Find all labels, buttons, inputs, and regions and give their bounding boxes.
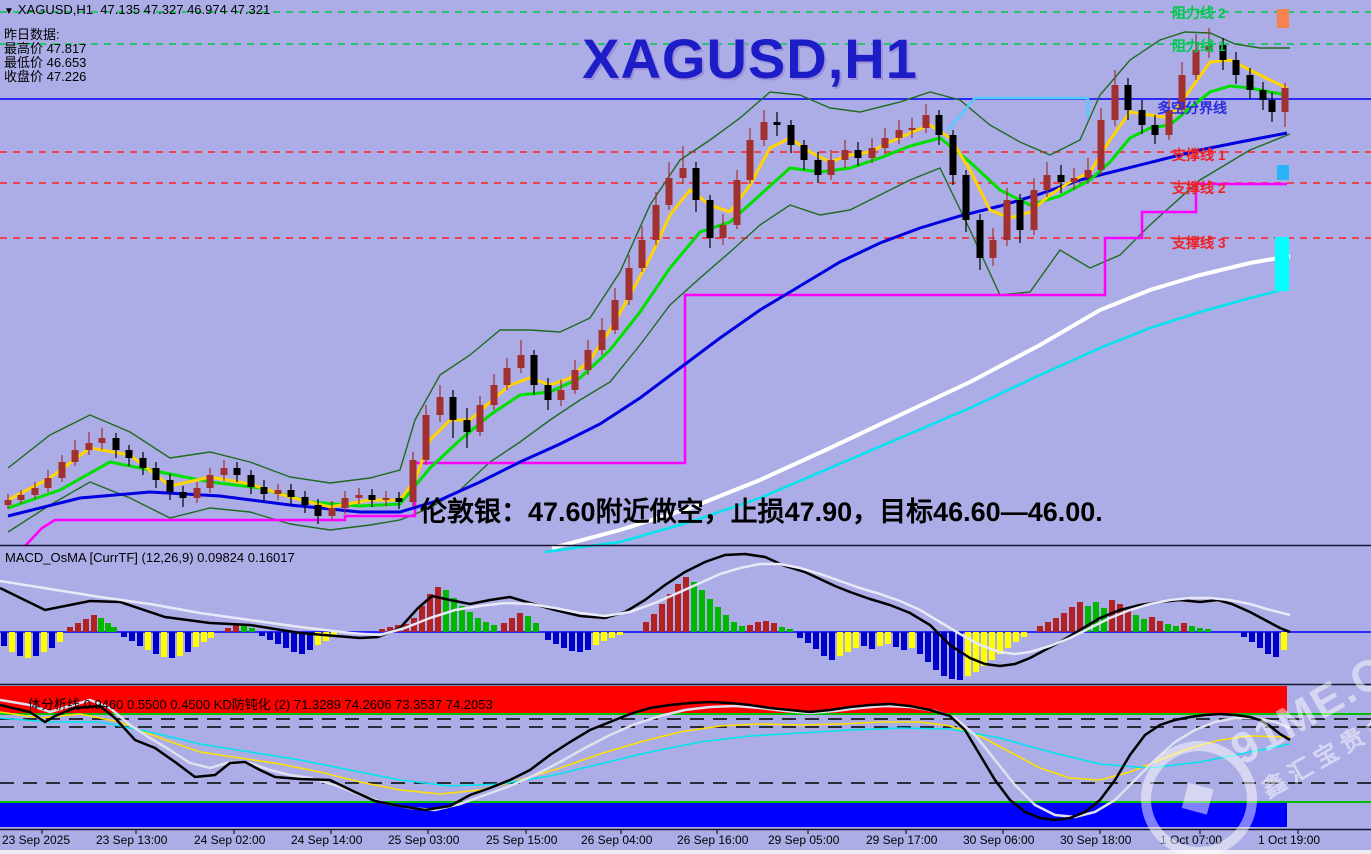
time-axis-label: 1 Oct 07:00 [1160, 833, 1223, 847]
yesterday-high-row: 最高价 47.817 [4, 41, 87, 56]
quote-close: 47.321 [230, 2, 271, 17]
yesterday-data-panel: 昨日数据: 最高价 47.817 最低价 46.653 收盘价 47.226 [4, 28, 86, 84]
macd-indicator-label: MACD_OsMA [CurrTF] (12,26,9) 0.09824 0.1… [5, 550, 295, 565]
time-axis-label: 25 Sep 03:00 [388, 833, 460, 847]
yesterday-low-row: 最低价 46.653 [4, 55, 87, 70]
window-bottom-edge [0, 850, 1371, 854]
quote-bar: ▼ XAGUSD,H1 47.135 47.327 46.974 47.321 [4, 2, 270, 17]
time-axis-label: 29 Sep 17:00 [866, 833, 938, 847]
level-label: 阻力线 2 [1172, 5, 1226, 21]
level-label: 支撑线 1 [1172, 147, 1226, 163]
level-label: 支撑线 3 [1172, 235, 1226, 251]
kd-indicator-label: 体分析线 0.9460 0.5500 0.4500 KD防钝化 (2) 71.3… [28, 697, 493, 712]
time-axis-label: 1 Oct 19:00 [1258, 833, 1321, 847]
level-label: 支撑线 2 [1172, 180, 1226, 196]
level-label: 阻力线 1 [1172, 38, 1226, 54]
time-axis[interactable]: 23 Sep 2025 23 Sep 13:00 24 Sep 02:00 24 Se… [0, 831, 1371, 850]
time-axis-label: 24 Sep 14:00 [291, 833, 363, 847]
time-axis-label: 26 Sep 04:00 [581, 833, 653, 847]
yesterday-title: 昨日数据: [4, 27, 60, 42]
time-axis-label: 23 Sep 2025 [2, 833, 71, 847]
quote-open: 47.135 [100, 2, 141, 17]
time-axis-label: 24 Sep 02:00 [194, 833, 266, 847]
quote-low: 46.974 [187, 2, 227, 17]
time-axis-label: 30 Sep 18:00 [1060, 833, 1132, 847]
trade-recommendation-text: 伦敦银：47.60附近做空，止损47.90，目标46.60—46.00. [420, 497, 1103, 527]
level-label: 多空分界线 [1157, 100, 1227, 116]
time-axis-label: 26 Sep 16:00 [677, 833, 749, 847]
time-axis-label: 25 Sep 15:00 [486, 833, 558, 847]
quote-high: 47.327 [143, 2, 184, 17]
time-axis-label: 30 Sep 06:00 [963, 833, 1035, 847]
yesterday-close-row: 收盘价 47.226 [4, 69, 87, 84]
chart-watermark-title: XAGUSD,H1 [582, 27, 918, 90]
quote-symbol: XAGUSD,H1 [17, 2, 94, 17]
symbol-dropdown-icon[interactable]: ▼ [4, 6, 14, 17]
time-axis-label: 29 Sep 05:00 [768, 833, 840, 847]
time-axis-label: 23 Sep 13:00 [96, 833, 168, 847]
